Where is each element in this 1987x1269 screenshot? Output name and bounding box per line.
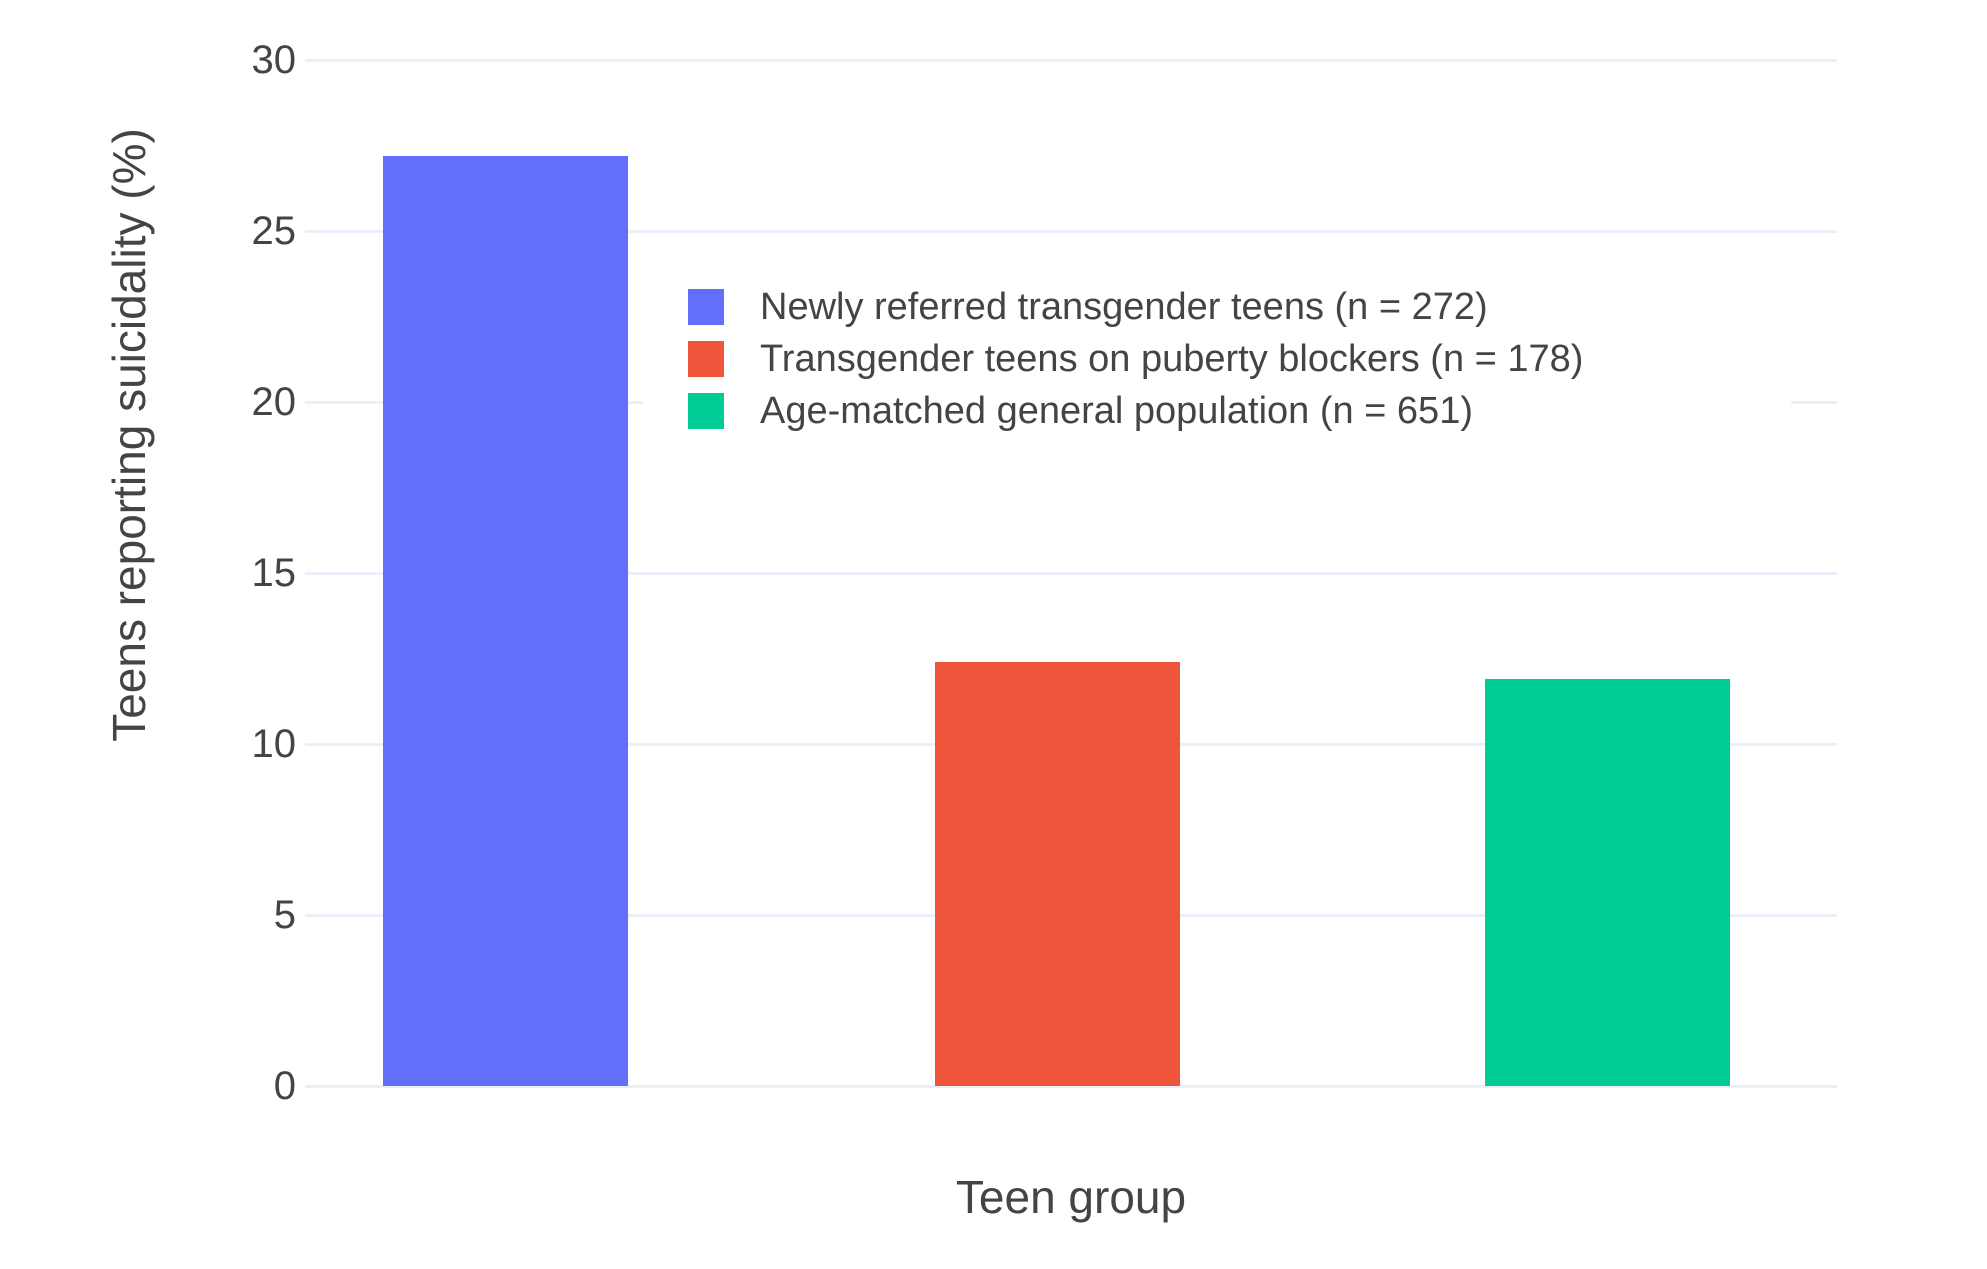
legend-swatch-icon <box>688 341 724 377</box>
y-tick-label-5: 5 <box>273 893 296 937</box>
y-tick-label-20: 20 <box>251 380 297 424</box>
legend-item-0[interactable]: Newly referred transgender teens (n = 27… <box>643 281 1791 333</box>
legend-swatch-icon <box>688 393 724 429</box>
legend-item-1[interactable]: Transgender teens on puberty blockers (n… <box>643 333 1791 385</box>
legend-item-label: Age-matched general population (n = 651) <box>760 390 1473 432</box>
legend-item-label: Newly referred transgender teens (n = 27… <box>760 286 1488 328</box>
legend-item-label: Transgender teens on puberty blockers (n… <box>760 338 1584 380</box>
y-tick-label-25: 25 <box>251 209 297 253</box>
bar-0[interactable] <box>382 155 628 1086</box>
bar-1[interactable] <box>934 661 1180 1086</box>
y-axis-title: Teens reporting suicidality (%) <box>103 128 155 742</box>
legend-swatch-icon <box>688 289 724 325</box>
gridline-y-30 <box>305 58 1837 62</box>
bar-2[interactable] <box>1484 679 1730 1086</box>
legend-item-2[interactable]: Age-matched general population (n = 651) <box>643 385 1791 437</box>
y-tick-label-15: 15 <box>251 551 297 595</box>
x-axis-title: Teen group <box>955 1171 1187 1223</box>
y-tick-label-30: 30 <box>251 38 297 82</box>
legend: Newly referred transgender teens (n = 27… <box>643 281 1791 437</box>
y-tick-label-0: 0 <box>273 1064 296 1108</box>
y-tick-label-10: 10 <box>251 722 297 766</box>
